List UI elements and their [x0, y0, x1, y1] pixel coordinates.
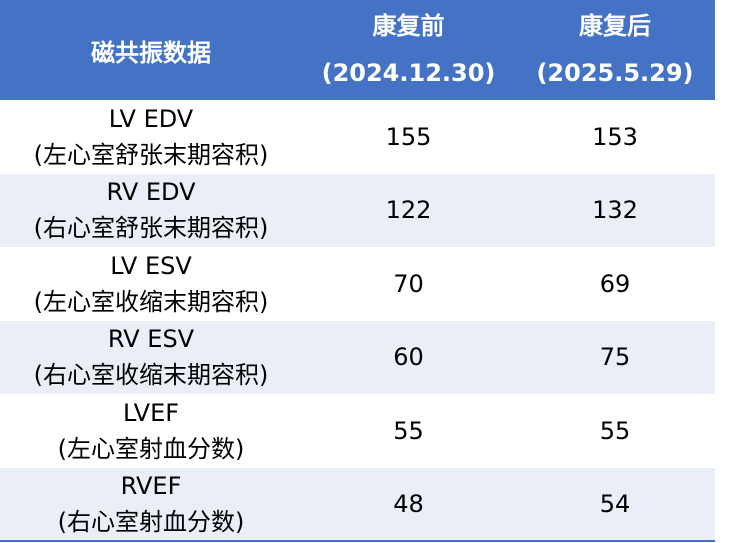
header-cell: 磁共振数据: [0, 0, 302, 100]
value: 70: [393, 269, 424, 298]
row-label-cell: LVEF (左心室射血分数): [0, 394, 302, 468]
header-date: (2025.5.29): [536, 59, 694, 87]
value-cell: 54: [515, 468, 715, 542]
row-name: RV ESV: [107, 325, 195, 354]
value: 55: [599, 416, 631, 445]
table: 磁共振数据 康复前 (2024.12.30) 康复后 (2025.5.29) L…: [0, 0, 715, 542]
value-cell: 70: [302, 247, 515, 321]
table-header: 磁共振数据 康复前 (2024.12.30) 康复后 (2025.5.29): [0, 0, 715, 100]
row-desc: (左心室舒张末期容积): [33, 140, 269, 169]
value-cell: 155: [302, 100, 515, 174]
row-label-cell: RVEF (右心室射血分数): [0, 468, 302, 542]
row-label-cell: RV EDV (右心室舒张末期容积): [0, 174, 302, 248]
value-cell: 55: [515, 394, 715, 468]
value: 55: [393, 416, 424, 445]
value-cell: 132: [515, 174, 715, 248]
value-cell: 122: [302, 174, 515, 248]
row-desc: (左心室收缩末期容积): [33, 287, 269, 316]
row-label-cell: RV ESV (右心室收缩末期容积): [0, 321, 302, 395]
header-title: 康复前: [372, 12, 445, 40]
table-row: RVEF (右心室射血分数) 48 54: [0, 467, 715, 542]
row-name: LV EDV: [108, 104, 194, 133]
value-cell: 153: [515, 100, 715, 174]
header-cell: 康复后 (2025.5.29): [515, 0, 715, 100]
table-row: LV EDV (左心室舒张末期容积) 155 153: [0, 100, 715, 174]
row-name: RV EDV: [106, 178, 196, 207]
value: 54: [599, 490, 631, 519]
value-cell: 69: [515, 247, 715, 321]
value: 60: [393, 343, 424, 372]
row-label-cell: LV EDV (左心室舒张末期容积): [0, 100, 302, 174]
row-label-cell: LV ESV (左心室收缩末期容积): [0, 247, 302, 321]
value: 155: [385, 122, 432, 151]
value-cell: 60: [302, 321, 515, 395]
header-label: 磁共振数据: [91, 38, 211, 67]
bottom-border: [0, 540, 715, 542]
table-row: RV EDV (右心室舒张末期容积) 122 132: [0, 173, 715, 248]
value-cell: 48: [302, 468, 515, 542]
value: 69: [599, 269, 631, 298]
header-date: (2024.12.30): [321, 59, 496, 87]
row-name: LVEF: [122, 398, 180, 427]
table-row: RV ESV (右心室收缩末期容积) 60 75: [0, 320, 715, 395]
table-row: LV ESV (左心室收缩末期容积) 70 69: [0, 247, 715, 321]
value: 122: [385, 196, 432, 225]
row-desc: (右心室收缩末期容积): [33, 361, 269, 390]
row-name: LV ESV: [110, 251, 192, 280]
value: 48: [393, 490, 424, 519]
value-cell: 55: [302, 394, 515, 468]
header-cell: 康复前 (2024.12.30): [302, 0, 515, 100]
table-row: LVEF (左心室射血分数) 55 55: [0, 394, 715, 468]
value: 153: [592, 122, 638, 151]
row-desc: (左心室射血分数): [57, 434, 245, 463]
header-title: 康复后: [579, 12, 651, 40]
row-name: RVEF: [120, 472, 182, 501]
row-desc: (右心室射血分数): [57, 508, 245, 537]
value: 75: [599, 343, 631, 372]
value-cell: 75: [515, 321, 715, 395]
value: 132: [592, 196, 638, 225]
row-desc: (右心室舒张末期容积): [33, 214, 269, 243]
